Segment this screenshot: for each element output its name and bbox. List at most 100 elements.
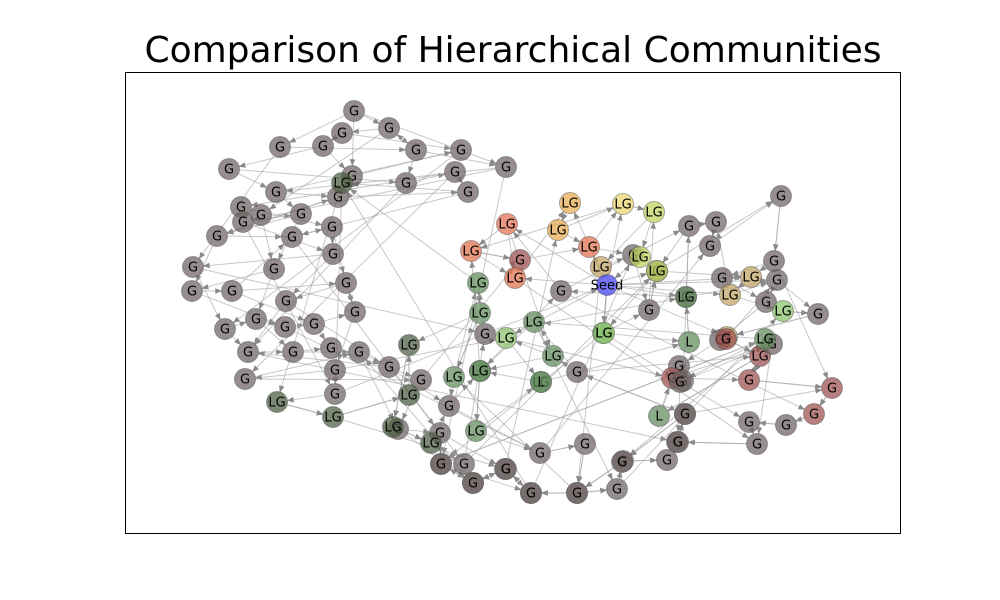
node-label: G bbox=[281, 295, 291, 310]
node-label: G bbox=[240, 373, 250, 388]
graph-node: G bbox=[263, 258, 285, 280]
node-circle bbox=[182, 256, 204, 278]
graph-node: G bbox=[457, 181, 479, 203]
edge bbox=[687, 345, 712, 361]
graph-node: G bbox=[444, 161, 466, 183]
graph-node: LG bbox=[612, 193, 634, 215]
graph-node: G bbox=[775, 414, 797, 436]
edge bbox=[561, 212, 568, 222]
edge bbox=[758, 420, 776, 427]
node-label: LG bbox=[324, 411, 341, 426]
edge bbox=[633, 205, 645, 211]
node-label: LG bbox=[506, 272, 523, 287]
node-label: L bbox=[685, 336, 693, 351]
node-circle bbox=[320, 337, 342, 359]
node-circle bbox=[770, 185, 792, 207]
node-label: G bbox=[572, 366, 582, 381]
node-label: LG bbox=[497, 332, 514, 347]
node-label: G bbox=[251, 313, 261, 328]
edge bbox=[546, 253, 704, 446]
node-circle bbox=[523, 311, 545, 333]
graph-node: G bbox=[378, 356, 400, 378]
node-label: LG bbox=[614, 198, 631, 213]
edge bbox=[351, 128, 379, 135]
edge bbox=[283, 198, 294, 208]
edge bbox=[614, 333, 680, 344]
edge bbox=[257, 350, 379, 367]
node-label: G bbox=[744, 374, 754, 389]
graph-node: LG bbox=[266, 391, 288, 413]
node-circle bbox=[550, 280, 572, 302]
node-circle bbox=[343, 100, 365, 122]
node-label: LG bbox=[544, 350, 561, 365]
edge bbox=[202, 254, 323, 269]
node-circle bbox=[265, 181, 287, 203]
node-label: LG bbox=[422, 437, 439, 452]
graph-node: G bbox=[282, 341, 304, 363]
node-circle bbox=[656, 449, 678, 471]
graph-node: LG bbox=[740, 266, 762, 288]
edge bbox=[587, 487, 608, 494]
edge bbox=[323, 314, 346, 322]
edge bbox=[242, 281, 337, 291]
graph-node: G bbox=[237, 341, 259, 363]
graph-node: G bbox=[495, 458, 517, 480]
edge bbox=[416, 172, 446, 182]
node-label: G bbox=[411, 144, 421, 159]
edge bbox=[667, 360, 752, 412]
edge bbox=[512, 345, 535, 375]
node-circle bbox=[474, 323, 496, 345]
node-label: G bbox=[349, 105, 359, 120]
node-circle bbox=[574, 433, 596, 455]
edge bbox=[461, 383, 570, 487]
edge bbox=[773, 206, 781, 252]
node-circle bbox=[699, 235, 721, 257]
node-label: G bbox=[384, 361, 394, 376]
node-circle bbox=[344, 301, 366, 323]
node-circle bbox=[803, 403, 825, 425]
node-label: G bbox=[711, 216, 721, 231]
graph-node: LG bbox=[559, 192, 581, 214]
plot-frame bbox=[125, 72, 901, 534]
edge bbox=[629, 345, 758, 456]
node-label: LG bbox=[445, 371, 462, 386]
node-label: L bbox=[537, 376, 545, 391]
node-label: G bbox=[188, 261, 198, 276]
edge bbox=[601, 295, 608, 324]
graph-node: G bbox=[606, 478, 628, 500]
node-label: G bbox=[526, 487, 536, 502]
graph-node: G bbox=[770, 185, 792, 207]
node-label: G bbox=[236, 201, 246, 216]
node-circle bbox=[469, 360, 491, 382]
node-label: G bbox=[674, 360, 684, 375]
edge bbox=[770, 285, 777, 294]
graph-node: G bbox=[348, 341, 370, 363]
edge bbox=[612, 314, 641, 329]
graph-node: LG bbox=[593, 322, 615, 344]
edge bbox=[269, 133, 381, 210]
node-circle bbox=[269, 136, 291, 158]
node-circle bbox=[438, 395, 460, 417]
edge bbox=[427, 267, 514, 373]
graph-node: G bbox=[566, 482, 588, 504]
node-circle bbox=[593, 322, 615, 344]
node-label: G bbox=[827, 382, 837, 397]
node-label: G bbox=[456, 144, 466, 159]
node-circle bbox=[807, 303, 829, 325]
node-label: G bbox=[220, 323, 230, 338]
node-label: LG bbox=[333, 177, 350, 192]
graph-node: LG bbox=[420, 432, 442, 454]
node-label: G bbox=[436, 458, 446, 473]
node-circle bbox=[181, 280, 203, 302]
node-circle bbox=[504, 267, 526, 289]
edge bbox=[612, 338, 672, 377]
graph-node: G bbox=[245, 308, 267, 330]
edge bbox=[241, 294, 305, 321]
graph-node: G bbox=[462, 472, 484, 494]
edge bbox=[759, 265, 767, 272]
edge bbox=[662, 234, 684, 264]
edge bbox=[474, 381, 480, 422]
node-circle bbox=[324, 383, 346, 405]
node-label: G bbox=[330, 364, 340, 379]
graph-node: L bbox=[530, 371, 552, 393]
